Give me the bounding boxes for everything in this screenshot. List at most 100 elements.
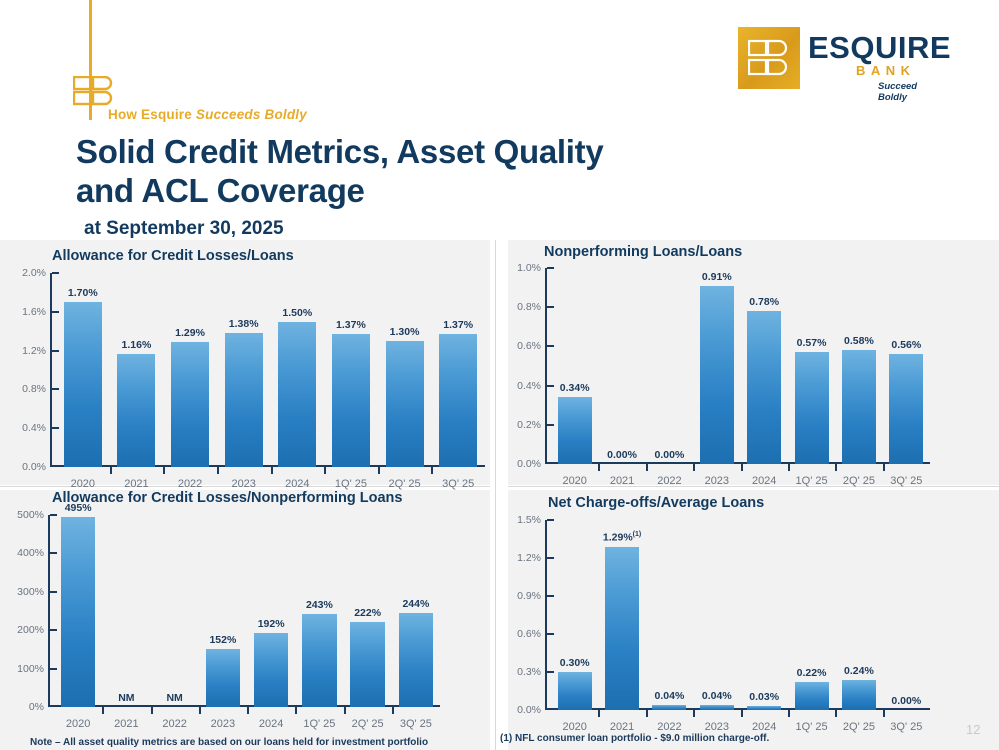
x-axis-category-label: 3Q' 25: [890, 721, 923, 733]
y-axis-tick-label: 400%: [17, 547, 44, 560]
y-axis-tick-label: 0%: [28, 701, 44, 713]
chart-bar-value-label: 222%: [354, 606, 382, 619]
chart-bar: [605, 546, 640, 710]
y-axis-tick-mark: [52, 349, 59, 352]
x-axis-category-label: 2023: [704, 721, 730, 733]
chart-bar: [747, 311, 782, 464]
plot-area-acl-npl: 0% 100% 200% 300% 400% 500% 495% 2020 NM 2021 NM 20…: [17, 502, 440, 730]
x-axis-category-label: 2023: [231, 478, 256, 490]
x-axis-tick-mark: [645, 464, 648, 471]
chart-bar: [841, 679, 876, 710]
chart-bar: [557, 672, 592, 710]
chart-title-nco: Net Charge-offs/Average Loans: [548, 495, 765, 511]
chart-bar: [398, 613, 434, 707]
x-axis-line: [48, 705, 440, 707]
x-axis-category-label: 2020: [562, 475, 587, 487]
chart-bar-value-label: 152%: [209, 633, 237, 646]
chart-bar: [841, 350, 876, 464]
chart-bar: [205, 648, 241, 707]
y-axis-tick-label: 1.6%: [22, 305, 46, 318]
y-axis-tick-mark: [547, 671, 554, 673]
brand-tagline: How Esquire Succeeds Boldly: [108, 107, 307, 122]
y-axis-tick-mark: [52, 272, 59, 274]
y-axis-tick-mark: [547, 384, 554, 387]
y-axis-tick-mark: [52, 388, 59, 391]
logo-wordmark: ESQUIRE: [808, 30, 952, 65]
eb-monogram-mark: [70, 0, 116, 122]
eb-monogram-icon: [73, 76, 113, 106]
chart-bar-value-label: 0.57%: [796, 337, 827, 350]
x-axis-category-label: 2022: [162, 718, 187, 730]
x-axis-category-label: 2020: [562, 721, 587, 733]
chart-bar-value-label: 1.29%(1): [602, 531, 642, 544]
y-axis-tick-label: 1.2%: [22, 344, 46, 357]
x-axis-tick-mark: [835, 464, 838, 471]
x-axis-category-label: 2020: [65, 718, 91, 730]
note-bottom-left: Note – All asset quality metrics are bas…: [30, 737, 429, 748]
x-axis-category-label: 1Q' 25: [334, 478, 367, 490]
y-axis-tick-mark: [50, 514, 57, 516]
chart-bar-value-label: 0.24%: [844, 664, 874, 677]
chart-bar-value-label: 0.04%: [654, 689, 685, 702]
page-number: 12: [966, 722, 981, 737]
x-axis-tick-mark: [740, 710, 743, 717]
y-axis-tick-mark: [50, 629, 57, 632]
chart-bar: [747, 706, 782, 710]
note-bottom-right: (1) NFL consumer loan portfolio - $9.0 m…: [500, 733, 770, 744]
y-axis-tick-label: 0.4%: [517, 379, 541, 392]
x-axis-tick-mark: [247, 707, 249, 714]
y-axis-tick-label: 500%: [17, 509, 44, 521]
y-axis-tick-mark: [52, 427, 59, 430]
y-axis-tick-mark: [547, 306, 554, 309]
chart-bar-value-label: 0.30%: [559, 657, 590, 669]
x-axis-category-label: 1Q' 25: [795, 475, 828, 487]
horizontal-divider-right: [508, 486, 999, 487]
chart-bar-value-label: 1.37%: [336, 319, 366, 332]
chart-bar-value-label: 243%: [305, 598, 333, 611]
x-axis-tick-mark: [163, 467, 166, 474]
page-title: Solid Credit Metrics, Asset Quality and …: [76, 133, 836, 211]
y-axis-tick-label: 1.5%: [517, 514, 541, 526]
y-axis-line: [545, 268, 547, 464]
y-axis-tick-label: 0.4%: [22, 422, 46, 435]
y-axis-tick-mark: [547, 519, 554, 521]
chart-bar: [794, 682, 829, 710]
y-axis-tick-mark: [547, 557, 554, 559]
x-axis-category-label: 2Q' 25: [388, 478, 421, 490]
x-axis-category-label: 2022: [657, 475, 682, 487]
y-axis-tick-mark: [547, 423, 554, 426]
x-axis-category-label: 3Q' 25: [442, 478, 475, 490]
chart-bar-value-label: 1.16%: [121, 339, 152, 352]
chart-bar: [278, 321, 317, 467]
chart-bar-value-label: 0.91%: [701, 270, 732, 283]
x-axis-tick-mark: [391, 707, 394, 714]
charts-grid: Allowance for Credit Losses/Loans Nonper…: [0, 240, 999, 750]
chart-bar-value-label: 1.50%: [282, 306, 313, 319]
chart-bar-value-label: 0.00%: [654, 449, 685, 461]
y-axis-tick-label: 0.3%: [517, 666, 541, 678]
chart-bar-value-label: 1.70%: [67, 287, 98, 300]
chart-bar-value-label: 1.30%: [389, 325, 420, 338]
chart-bar: [652, 704, 687, 710]
y-axis-line: [50, 273, 52, 467]
chart-bar-value-label: 1.29%: [175, 326, 205, 339]
x-axis-tick-mark: [740, 464, 743, 471]
x-axis-tick-mark: [598, 710, 601, 717]
chart-bar: [60, 516, 96, 707]
x-axis-category-label: 2024: [285, 478, 310, 490]
chart-bar: [302, 613, 337, 707]
logo-slogan: Succeed Boldly: [878, 81, 918, 103]
x-axis-category-label: 2020: [70, 478, 96, 490]
chart-bar: [699, 285, 734, 464]
x-axis-tick-mark: [693, 464, 696, 471]
tagline-italic: Succeeds Boldly: [195, 107, 307, 122]
chart-bar-value-label: 1.37%: [443, 319, 474, 332]
chart-bar: [889, 354, 924, 464]
page-title-line2: and ACL Coverage: [76, 171, 365, 209]
y-axis-tick-label: 0.2%: [517, 418, 541, 431]
chart-bar: [224, 333, 263, 467]
x-axis-category-label: 2Q' 25: [842, 721, 875, 733]
chart-bar-value-label: NM: [118, 692, 135, 704]
x-axis-tick-mark: [324, 467, 327, 474]
x-axis-tick-mark: [295, 707, 298, 714]
